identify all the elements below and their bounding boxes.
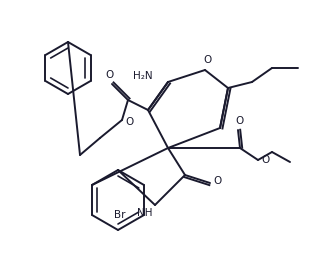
Text: O: O	[203, 55, 211, 65]
Text: O: O	[126, 117, 134, 127]
Text: O: O	[214, 176, 222, 186]
Text: O: O	[106, 70, 114, 80]
Text: Br: Br	[114, 210, 126, 220]
Text: O: O	[262, 155, 270, 165]
Text: H₂N: H₂N	[133, 71, 153, 81]
Text: O: O	[236, 116, 244, 126]
Text: NH: NH	[137, 208, 153, 218]
